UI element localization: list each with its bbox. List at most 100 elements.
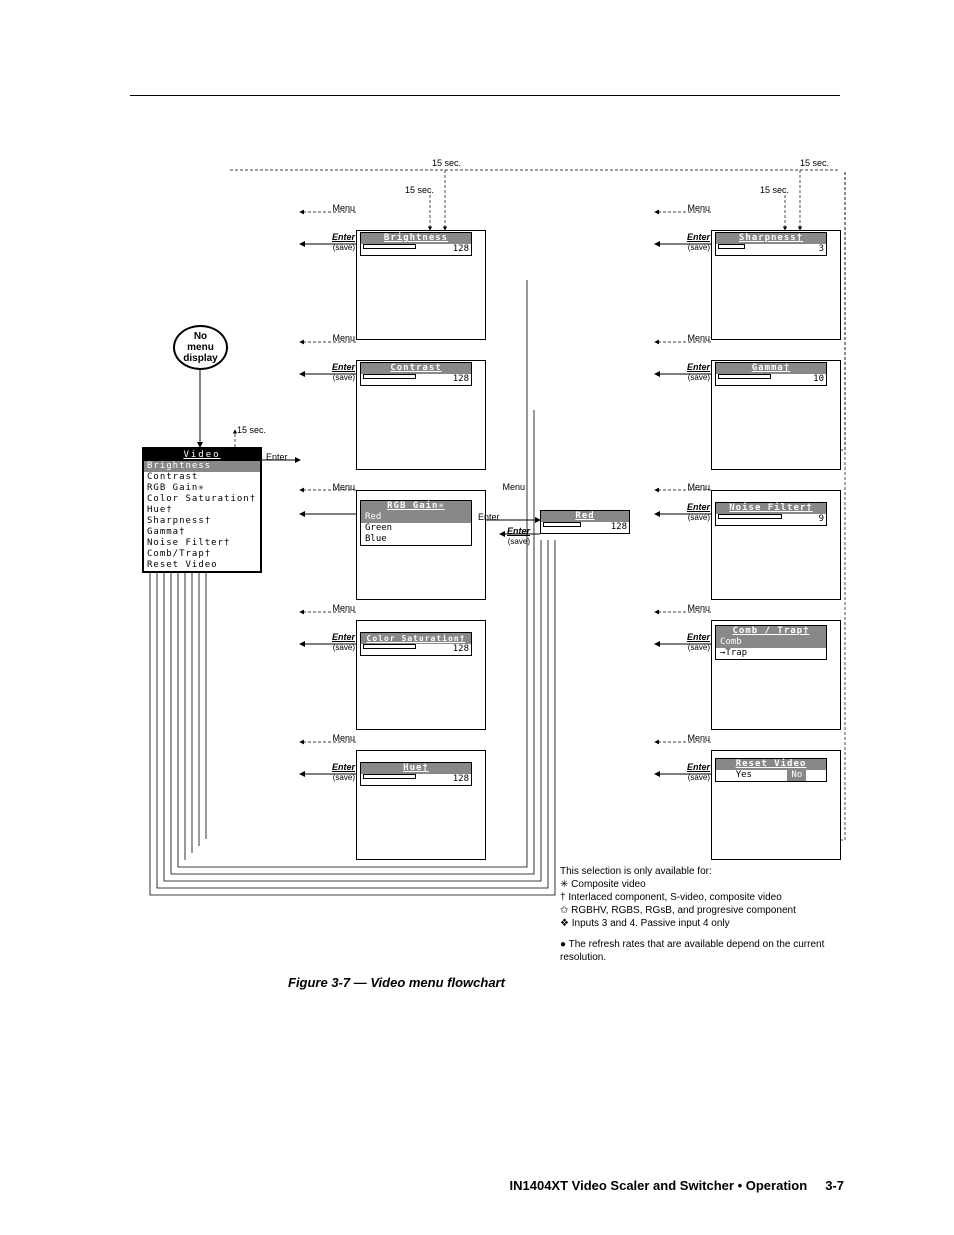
lcd-row: →Trap — [716, 648, 826, 659]
enter-save-label: Enter(save) — [670, 502, 710, 523]
enter-save-label: Enter(save) — [315, 362, 355, 383]
video-menu-item: Sharpness† — [144, 516, 260, 527]
enter-save-label: Enter(save) — [315, 232, 355, 253]
menu-label: Menu — [680, 482, 710, 492]
lcd-title: Red — [541, 511, 629, 522]
lcd-title: Comb / Trap† — [716, 626, 826, 637]
lcd-title: Hue† — [361, 763, 471, 774]
enter-save-label: Enter(save) — [670, 362, 710, 383]
lcd-bar — [543, 522, 581, 527]
lcd-value: 10 — [813, 374, 824, 385]
footnote-line: ❖ Inputs 3 and 4. Passive input 4 only — [560, 917, 850, 930]
lcd-bar — [718, 244, 745, 249]
video-menu-list: Video Brightness Contrast RGB Gain✳ Colo… — [142, 447, 262, 573]
lcd-combtrap: Comb / Trap† Comb →Trap — [715, 625, 827, 660]
footnotes: This selection is only available for: ✳ … — [560, 865, 850, 964]
timeout-label: 15 sec. — [760, 185, 789, 195]
video-menu-item: Hue† — [144, 505, 260, 516]
menu-label: Menu — [680, 203, 710, 213]
menu-label: Menu — [325, 203, 355, 213]
lcd-noise: Noise Filter† 9 — [715, 502, 827, 526]
video-menu-selected: Brightness — [144, 461, 260, 472]
enter-save-label: Enter(save) — [315, 762, 355, 783]
menu-label: Menu — [325, 733, 355, 743]
lcd-row: Yes — [736, 770, 752, 781]
timeout-label: 15 sec. — [432, 158, 461, 168]
timeout-label: 15 sec. — [800, 158, 829, 168]
header-rule — [130, 95, 840, 96]
enter-save-label: Enter(save) — [490, 526, 530, 547]
lcd-title: Noise Filter† — [716, 503, 826, 514]
lcd-bar — [718, 374, 771, 379]
lcd-bar — [363, 774, 416, 779]
lcd-gamma: Gamma† 10 — [715, 362, 827, 386]
page-footer: IN1404XT Video Scaler and Switcher • Ope… — [510, 1178, 845, 1193]
menu-label: Menu — [325, 333, 355, 343]
lcd-row: Blue — [361, 534, 471, 545]
lcd-title: Gamma† — [716, 363, 826, 374]
video-menu-item: Color Saturation† — [144, 494, 260, 505]
lcd-value: 128 — [453, 774, 469, 785]
footnote-intro: This selection is only available for: — [560, 865, 850, 878]
video-menu-item: Comb/Trap† — [144, 549, 260, 560]
video-menu-header: Video — [144, 449, 260, 461]
lcd-row: Green — [361, 523, 471, 534]
lcd-title: Brightness — [361, 233, 471, 244]
enter-label: Enter — [266, 452, 288, 462]
enter-save-label: Enter(save) — [670, 632, 710, 653]
menu-label: Menu — [495, 482, 525, 492]
flow-lines — [0, 0, 954, 1235]
footer-page: 3-7 — [825, 1178, 844, 1193]
menu-label: Menu — [680, 603, 710, 613]
lcd-bar — [363, 644, 416, 649]
lcd-value: 128 — [453, 644, 469, 655]
lcd-value: 128 — [453, 244, 469, 255]
lcd-title: Sharpness† — [716, 233, 826, 244]
no-menu-text: No menu display — [183, 331, 217, 364]
video-menu-item: Reset Video — [144, 560, 260, 571]
lcd-value: 128 — [611, 522, 627, 533]
menu-label: Menu — [325, 482, 355, 492]
footnote-line: ● The refresh rates that are available d… — [560, 938, 850, 964]
timeout-label: 15 sec. — [405, 185, 434, 195]
enter-label: Enter — [478, 512, 500, 522]
timeout-label: 15 sec. — [237, 425, 266, 435]
lcd-reset: Reset Video Yes No — [715, 758, 827, 782]
video-menu-item: RGB Gain✳ — [144, 483, 260, 494]
lcd-sharpness: Sharpness† 3 — [715, 232, 827, 256]
lcd-brightness: Brightness 128 — [360, 232, 472, 256]
lcd-bar — [363, 244, 416, 249]
lcd-title: Contrast — [361, 363, 471, 374]
figure-caption: Figure 3-7 — Video menu flowchart — [288, 975, 505, 990]
lcd-rgbred: Red 128 — [540, 510, 630, 534]
lcd-title: Reset Video — [716, 759, 826, 770]
lcd-row-selected: Red — [361, 512, 471, 523]
lcd-rgbgain: RGB Gain✳ Red Green Blue — [360, 500, 472, 546]
video-menu-item: Contrast — [144, 472, 260, 483]
footer-product: IN1404XT Video Scaler and Switcher • Ope… — [510, 1178, 808, 1193]
page: 15 sec. 15 sec. 15 sec. 15 sec. 15 sec. … — [0, 0, 954, 1235]
menu-label: Menu — [680, 733, 710, 743]
lcd-bar — [718, 514, 782, 519]
lcd-value: 3 — [819, 244, 824, 255]
footnote-line: ✳ Composite video — [560, 878, 850, 891]
lcd-contrast: Contrast 128 — [360, 362, 472, 386]
enter-save-label: Enter(save) — [315, 632, 355, 653]
lcd-colorsat: Color Saturation† 128 — [360, 632, 472, 656]
lcd-bar — [363, 374, 416, 379]
enter-save-label: Enter(save) — [670, 232, 710, 253]
lcd-row-selected: No — [787, 770, 806, 781]
lcd-value: 9 — [819, 514, 824, 525]
video-menu-item: Gamma† — [144, 527, 260, 538]
footnote-line: † Interlaced component, S-video, composi… — [560, 891, 850, 904]
lcd-hue: Hue† 128 — [360, 762, 472, 786]
lcd-row-selected: Comb — [716, 637, 826, 648]
lcd-value: 128 — [453, 374, 469, 385]
menu-label: Menu — [325, 603, 355, 613]
no-menu-ellipse: No menu display — [173, 325, 228, 370]
enter-save-label: Enter(save) — [670, 762, 710, 783]
footnote-line: ✩ RGBHV, RGBS, RGsB, and progresive comp… — [560, 904, 850, 917]
menu-label: Menu — [680, 333, 710, 343]
lcd-title: Color Saturation† — [361, 633, 471, 644]
lcd-title: RGB Gain✳ — [361, 501, 471, 512]
